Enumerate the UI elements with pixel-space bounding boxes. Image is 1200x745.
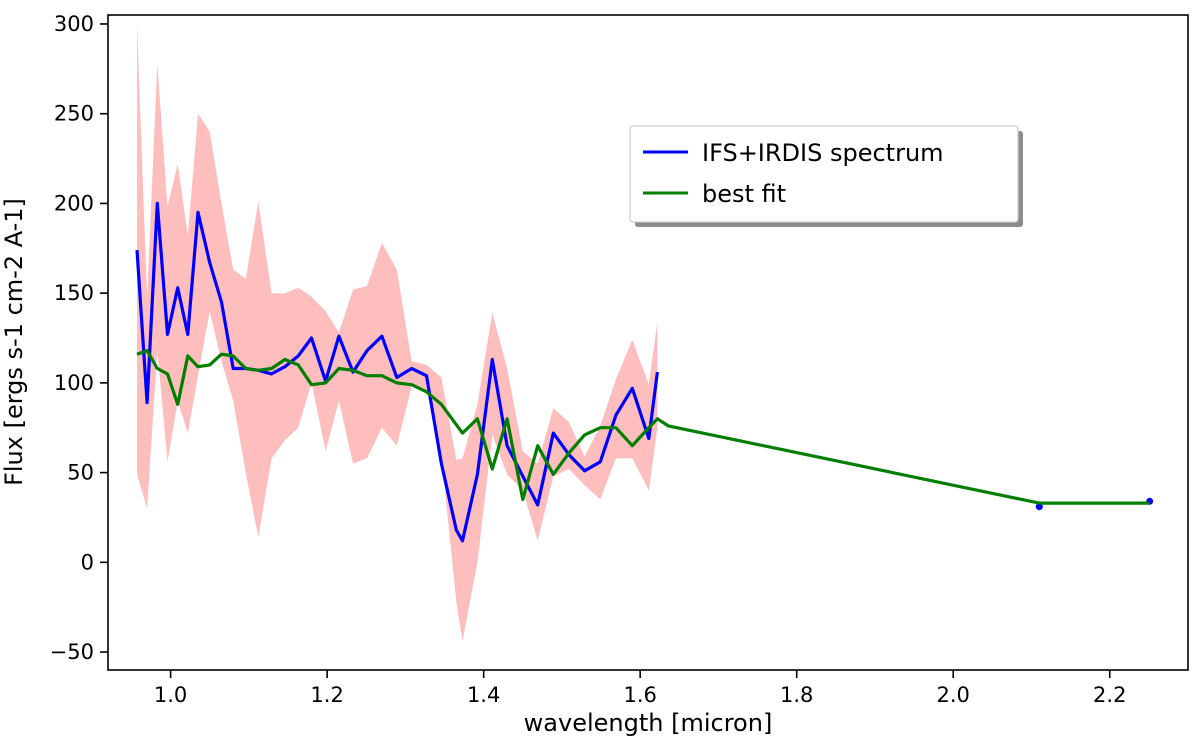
spectrum-point [1035, 503, 1043, 511]
x-tick-label: 2.2 [1093, 683, 1126, 707]
legend: IFS+IRDIS spectrum best fit [629, 125, 1023, 227]
x-axis-label: wavelength [micron] [524, 709, 773, 737]
y-tick-label: 0 [81, 550, 94, 574]
y-tick-label: 100 [54, 371, 94, 395]
y-tick-label: 50 [67, 461, 94, 485]
legend-box [629, 125, 1019, 223]
x-tick-label: 1.6 [623, 683, 656, 707]
error-band [137, 24, 658, 642]
y-axis: −50 0 50 100 150 200 250 300 [50, 12, 108, 664]
x-tick-label: 1.4 [467, 683, 500, 707]
x-axis: 1.0 1.2 1.4 1.6 1.8 2.0 2.2 [154, 670, 1126, 707]
y-tick-label: 150 [54, 281, 94, 305]
x-tick-label: 2.0 [937, 683, 970, 707]
y-axis-label: Flux [ergs s-1 cm-2 A-1] [0, 198, 28, 486]
error-band-layer [137, 24, 658, 642]
y-tick-label: 300 [54, 12, 94, 36]
x-tick-label: 1.0 [154, 683, 187, 707]
x-tick-label: 1.2 [310, 683, 343, 707]
x-tick-label: 1.8 [780, 683, 813, 707]
legend-label-fit: best fit [702, 180, 786, 208]
y-tick-label: 250 [54, 102, 94, 126]
legend-label-spectrum: IFS+IRDIS spectrum [702, 139, 944, 167]
plot-frame [107, 14, 1189, 671]
y-tick-label: 200 [54, 191, 94, 215]
series-line-fit [136, 349, 1150, 505]
series-layer [135, 201, 1154, 543]
y-tick-label: −50 [50, 640, 94, 664]
series-line-spectrum [135, 201, 659, 543]
